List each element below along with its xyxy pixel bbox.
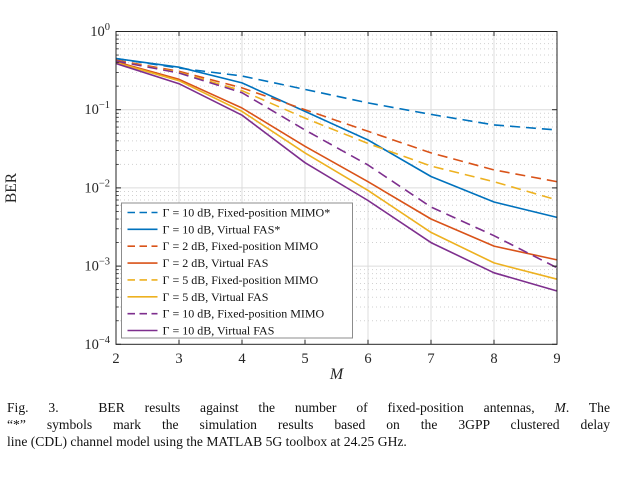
legend-label: Γ = 5 dB, Virtual FAS (163, 290, 269, 304)
legend: Γ = 10 dB, Fixed-position MIMO* Γ = 10 dB… (121, 202, 353, 339)
legend-item-6: Γ = 10 dB, Fixed-position MIMO (127, 307, 325, 321)
series-line-2 (115, 59, 558, 183)
figure-caption: Fig. 3. BER results against the number o… (7, 399, 610, 451)
caption-text: Fig. 3. BER results against the number o… (7, 400, 555, 415)
legend-label: Γ = 10 dB, Fixed-position MIMO (163, 307, 325, 321)
caption-text: . The (565, 400, 610, 415)
y-axis-label: BER (3, 172, 20, 203)
series-line-0 (115, 57, 558, 131)
legend-label: Γ = 2 dB, Virtual FAS (163, 256, 269, 270)
x-tick-label: 8 (490, 351, 497, 367)
ber-chart: 2 3 4 5 6 7 8 9 100 10−1 10−2 10−3 10−4 BER M Γ = 10 dB… (3, 22, 561, 383)
y-tick-label: 10−2 (84, 178, 110, 196)
x-tick-label: 9 (553, 351, 560, 367)
y-tick-labels: 100 10−1 10−2 10−3 10−4 (84, 22, 110, 353)
legend-label: Γ = 10 dB, Fixed-position MIMO* (163, 206, 331, 220)
legend-item-1: Γ = 10 dB, Virtual FAS* (127, 222, 281, 236)
x-tick-label: 2 (112, 351, 119, 367)
x-tick-label: 3 (175, 351, 182, 367)
legend-label: Γ = 10 dB, Virtual FAS (163, 324, 275, 338)
y-tick-label: 100 (90, 22, 110, 40)
legend-item-2: Γ = 2 dB, Fixed-position MIMO (127, 239, 319, 253)
y-tick-label: 10−3 (84, 257, 110, 275)
x-tick-labels: 2 3 4 5 6 7 8 9 (112, 351, 560, 367)
legend-item-3: Γ = 2 dB, Virtual FAS (127, 256, 269, 270)
caption-line: Fig. 3. BER results against the number o… (7, 399, 610, 416)
legend-item-4: Γ = 5 dB, Fixed-position MIMO (127, 273, 319, 287)
caption-text: line (CDL) channel model using the MATLA… (7, 434, 407, 450)
legend-label: Γ = 10 dB, Virtual FAS* (163, 222, 281, 236)
legend-box (121, 202, 353, 339)
x-tick-label: 6 (364, 351, 371, 367)
x-axis-label: M (329, 366, 345, 383)
x-tick-label: 7 (427, 351, 434, 367)
series-line-7 (115, 62, 558, 292)
caption-line: “*” symbols mark the simulation results … (7, 416, 610, 433)
x-tick-label: 5 (301, 351, 308, 367)
legend-label: Γ = 5 dB, Fixed-position MIMO (163, 273, 319, 287)
legend-item-7: Γ = 10 dB, Virtual FAS (127, 324, 275, 338)
legend-item-0: Γ = 10 dB, Fixed-position MIMO* (127, 206, 331, 220)
series-line-1 (115, 57, 558, 219)
caption-text: “*” symbols mark the simulation results … (7, 417, 610, 433)
y-tick-label: 10−4 (84, 335, 110, 353)
y-tick-label: 10−1 (84, 100, 110, 118)
series-line-4 (115, 60, 558, 201)
series-line-3 (115, 61, 558, 261)
caption-math-var: M (554, 400, 566, 415)
legend-item-5: Γ = 5 dB, Virtual FAS (127, 290, 269, 304)
legend-label: Γ = 2 dB, Fixed-position MIMO (163, 239, 319, 253)
series-line-6 (115, 60, 558, 269)
axis-ticks (115, 31, 558, 345)
caption-line: line (CDL) channel model using the MATLA… (7, 433, 610, 450)
x-tick-label: 4 (238, 351, 246, 367)
series-line-5 (115, 61, 558, 280)
